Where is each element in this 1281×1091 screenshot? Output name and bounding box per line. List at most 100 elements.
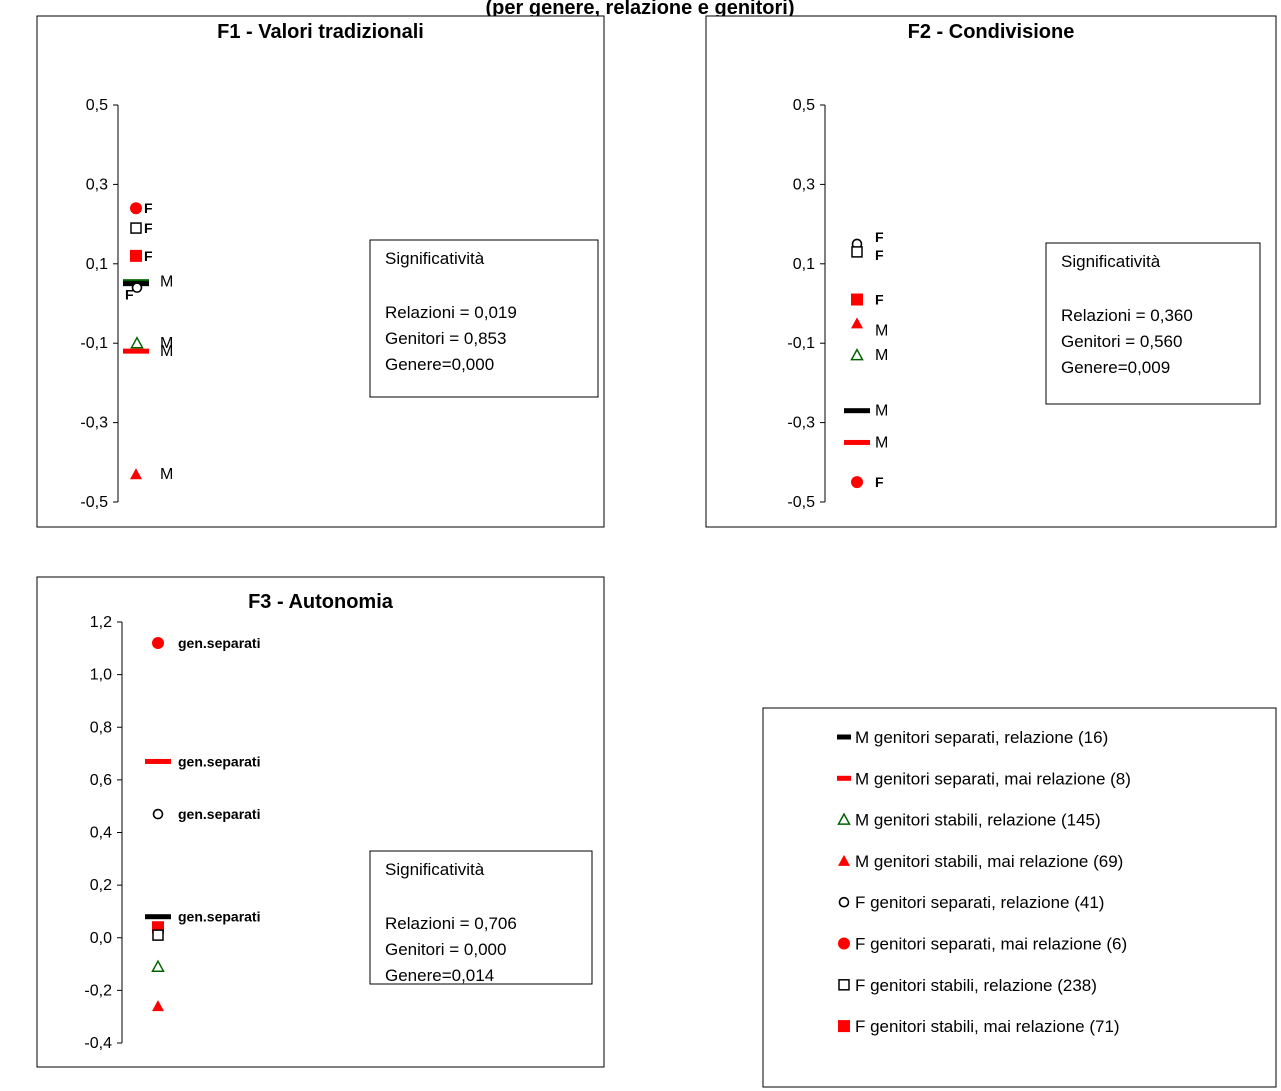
legend-marker-triangle-open <box>837 812 851 825</box>
data-point-label: F <box>144 220 153 236</box>
data-point-circle-filled <box>851 476 863 489</box>
data-point-label: F <box>875 247 884 263</box>
chart-title: F2 - Condivisione <box>908 21 1075 43</box>
y-tick-label: 0,0 <box>90 930 112 947</box>
significance-box: Significatività Relazioni = 0,706 Genitori… <box>369 850 593 985</box>
data-point-dash <box>145 914 171 920</box>
data-point-label: M <box>875 347 888 364</box>
data-point-dash <box>844 408 870 414</box>
y-tick-label: 0,2 <box>90 877 112 894</box>
data-point-label: gen.separati <box>178 909 260 925</box>
legend-marker-square-filled <box>838 1020 850 1033</box>
data-point-label: F <box>144 200 153 216</box>
significance-line: Relazioni = 0,360 <box>1061 306 1193 325</box>
significance-line: Genitori = 0,000 <box>385 940 506 959</box>
significance-line: Genitori = 0,560 <box>1061 332 1182 351</box>
data-point-label: gen.separati <box>178 635 260 651</box>
significance-line: Genere=0,000 <box>385 355 494 374</box>
legend-marker-square-open <box>838 979 850 991</box>
legend-item-label: M genitori separati, mai relazione (8) <box>855 769 1131 788</box>
significance-line: Relazioni = 0,019 <box>385 303 517 322</box>
y-tick-label: -0,3 <box>80 415 108 432</box>
data-point-label: M <box>875 434 888 451</box>
data-point-label: F <box>144 248 153 264</box>
data-point-label: M <box>160 274 173 291</box>
data-point-label: F <box>125 287 134 303</box>
data-point-label: M <box>160 466 173 483</box>
data-point-circle-open <box>152 808 164 820</box>
significance-line: Genere=0,009 <box>1061 358 1170 377</box>
data-point-square-filled <box>130 249 142 262</box>
significance-title: Significatività <box>385 249 485 268</box>
y-tick-label: -0,5 <box>80 494 108 511</box>
legend-marker-circle-filled <box>838 937 850 950</box>
data-point-triangle-filled <box>851 317 863 329</box>
y-tick-label: -0,3 <box>787 415 815 432</box>
y-tick-label: 0,3 <box>793 176 815 193</box>
data-point-triangle-open <box>130 336 144 349</box>
legend-marker-dash <box>837 775 851 781</box>
y-tick-label: -0,4 <box>84 1035 112 1052</box>
y-tick-label: -0,1 <box>80 335 108 352</box>
legend-marker-dash <box>837 734 851 740</box>
charts-group: F1 - Valori tradizionali 0,5 0,3 0,1 -0,1 -0,… <box>36 15 1277 1068</box>
data-point-circle-open <box>131 282 143 293</box>
chart-1: F1 - Valori tradizionali 0,5 0,3 0,1 -0,1 -0,… <box>36 15 605 528</box>
data-point-label: M <box>160 343 173 360</box>
y-tick-label: 1,0 <box>90 667 112 684</box>
legend-item-label: F genitori separati, relazione (41) <box>855 893 1104 912</box>
legend: M genitori separati, relazione (16) M gen… <box>762 707 1277 1088</box>
y-tick-label: 0,8 <box>90 719 112 736</box>
legend-item-label: F genitori stabili, mai relazione (71) <box>855 1017 1120 1036</box>
legend-marker-circle-open <box>838 896 850 908</box>
data-point-label: F <box>875 474 884 490</box>
data-point-label: gen.separati <box>178 806 260 822</box>
data-point-triangle-filled <box>152 1000 164 1012</box>
data-point-circle-filled <box>130 202 142 215</box>
chart-3: F3 - Autonomia 1,2 1,0 0,8 0,6 0,4 0,2 0,0 -0,2 -… <box>36 576 605 1068</box>
data-point-label: M <box>875 403 888 420</box>
data-point-label: gen.separati <box>178 753 260 769</box>
y-tick-label: 0,5 <box>793 97 815 114</box>
data-point-label: F <box>875 292 884 308</box>
y-tick-label: 0,1 <box>793 256 815 273</box>
y-tick-label: 0,5 <box>86 97 108 114</box>
y-tick-label: 0,6 <box>90 772 112 789</box>
significance-box: Significatività Relazioni = 0,360 Genitori… <box>1045 242 1261 405</box>
significance-title: Significatività <box>1061 252 1161 271</box>
significance-line: Relazioni = 0,706 <box>385 914 517 933</box>
data-point-triangle-open <box>850 348 864 361</box>
significance-title: Significatività <box>385 860 485 879</box>
page-title-fragment: (per genere, relazione e genitori) <box>486 0 795 19</box>
significance-frame <box>369 239 599 398</box>
significance-frame <box>1045 242 1261 405</box>
chart-2: F2 - Condivisione0,50,30,1-0,1-0,3-0,5FF… <box>705 15 1277 528</box>
data-point-label: M <box>160 335 173 352</box>
significance-line: Genere=0,014 <box>385 966 494 985</box>
data-point-triangle-open <box>151 959 165 972</box>
y-tick-label: 0,4 <box>90 825 112 842</box>
y-tick-label: 0,3 <box>86 176 108 193</box>
chart-title: F3 - Autonomia <box>248 591 394 613</box>
data-point-circle-filled <box>152 637 164 650</box>
data-point-square-open <box>851 246 863 258</box>
data-point-dash <box>844 439 870 445</box>
data-point-dash <box>123 348 149 354</box>
data-point-label: M <box>875 322 888 339</box>
significance-line: Genitori = 0,853 <box>385 329 506 348</box>
y-tick-label: 1,2 <box>90 614 112 631</box>
significance-frame <box>369 850 593 985</box>
y-tick-label: -0,5 <box>787 494 815 511</box>
data-point-square-open <box>130 222 142 234</box>
data-point-label: F <box>875 229 884 245</box>
legend-marker-triangle-filled <box>838 854 850 866</box>
chart-title: F1 - Valori tradizionali <box>217 21 424 43</box>
y-tick-label: -0,1 <box>787 335 815 352</box>
significance-box: Significatività Relazioni = 0,019 Genitori… <box>369 239 599 398</box>
legend-item-label: F genitori stabili, relazione (238) <box>855 976 1097 995</box>
data-point-triangle-filled <box>130 468 142 480</box>
legend-item-label: M genitori stabili, relazione (145) <box>855 811 1101 830</box>
chart-frame <box>36 576 605 1068</box>
legend-item-label: F genitori separati, mai relazione (6) <box>855 935 1127 954</box>
data-point-dash <box>145 758 171 764</box>
